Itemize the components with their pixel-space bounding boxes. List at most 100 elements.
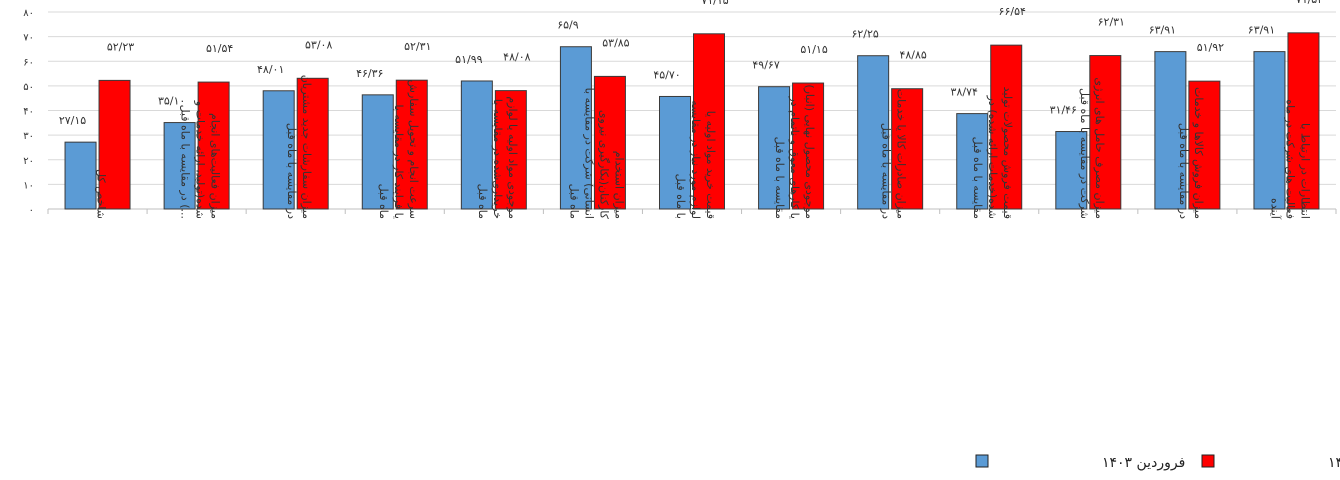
y-tick-label: ۵۰ <box>23 82 34 93</box>
bar-series1 <box>956 113 989 210</box>
data-label: ۶۵/۹ <box>557 19 579 32</box>
category-label: قیمت خرید مواد اولیه یا <box>704 111 717 219</box>
category-label: میزان مصرف حامل های انرژی <box>1093 77 1106 219</box>
category-label: مقایسه با ماه قبل <box>971 137 984 220</box>
bar-series1 <box>1154 51 1187 210</box>
y-tick-label: ۴۰ <box>23 107 34 118</box>
legend-swatch <box>975 454 989 468</box>
bar-series1 <box>64 141 97 210</box>
y-tick-label: ۸۰ <box>23 8 34 19</box>
y-tick-label: ۲۰ <box>23 156 34 167</box>
category-label: شرکت در مقایسه با ماه قبل <box>1078 88 1091 219</box>
data-label: ۴۹/۶۷ <box>752 59 779 72</box>
category-label: فعالیت های شرکت در ماه <box>1283 99 1296 219</box>
bar-series2 <box>395 79 428 210</box>
category-label: میزان استخدام <box>612 151 625 219</box>
data-label: ۶۳/۹۱ <box>1149 24 1176 37</box>
category-label: لوازم مورد نیاز در مقایسه <box>689 100 702 219</box>
data-label: ۴۵/۷۰ <box>653 68 680 81</box>
data-label: ۴۸/۰۸ <box>503 51 530 64</box>
bar-series1 <box>559 46 592 210</box>
category-label: میزان فعالیت‌های انجام <box>209 113 222 219</box>
bar-series2 <box>792 82 825 210</box>
bar-series2 <box>593 75 626 210</box>
bar-series2 <box>693 33 725 210</box>
category-label: میزان سفارشات جدید مشتریان <box>300 75 313 219</box>
y-tick-label: ۶۰ <box>23 57 34 68</box>
bar-series2 <box>494 90 527 210</box>
legend-label: فروردین ۱۴۰۳ <box>1102 455 1185 471</box>
category-label: یا فرایند کار در مقایسه با <box>392 104 405 219</box>
data-label: ۴۶/۳۶ <box>356 67 383 80</box>
category-label: خریداری‌شده در مقایسه با <box>491 99 504 219</box>
data-label: ۷۱/۵۴ <box>1296 0 1323 6</box>
category-label: موجودی محصول نهایی (انبار) <box>803 84 816 219</box>
category-label: ماه قبل <box>476 184 489 220</box>
category-label: در مقایسه با ماه قبل <box>285 123 298 219</box>
bar-series1 <box>163 122 196 210</box>
category-label: آینده <box>1268 198 1282 220</box>
y-tick-label: ۷۰ <box>23 33 34 44</box>
bar-series1 <box>1253 51 1286 210</box>
y-tick-label: ۱۰ <box>23 180 34 191</box>
category-label: ماه قبل <box>567 184 580 220</box>
bar-series2 <box>98 79 131 210</box>
bar-series2 <box>197 81 230 210</box>
data-label: ۵۱/۹۹ <box>455 53 482 66</box>
bar-series1 <box>857 55 890 210</box>
data-label: ۳۵/۱۰ <box>158 95 185 108</box>
bar-series2 <box>1089 55 1122 210</box>
data-label: ۴۸/۰۱ <box>257 63 284 76</box>
bar-series1 <box>1055 131 1088 210</box>
category-label: کارکنان(بکارگیری نیروی <box>597 110 610 220</box>
data-label: ۵۱/۹۲ <box>1197 41 1224 54</box>
data-label: ۳۱/۴۶ <box>1050 104 1077 117</box>
data-label: ۵۱/۵۴ <box>206 42 233 55</box>
bar-series1 <box>361 94 394 210</box>
data-label: ۵۲/۲۳ <box>107 40 134 53</box>
data-label: ۶۳/۹۱ <box>1248 24 1275 37</box>
category-label: با ماه قبل <box>674 174 687 219</box>
category-label: شده(تولید، ارائه خدمات و <box>194 100 207 219</box>
bar-series2 <box>990 44 1023 210</box>
data-label: ۳۸/۷۴ <box>951 86 978 99</box>
category-label: موجودی مواد اولیه یا لوازم <box>506 96 519 219</box>
y-tick-label: ۳۰ <box>23 131 34 142</box>
category-label: میزان صادرات کالا یا خدمات <box>895 89 908 219</box>
category-label: انسانی) شرکت در مقایسه با <box>582 88 595 219</box>
y-tick-label: ۰ <box>29 205 34 216</box>
category-label: ...) در مقایسه با ماه قبل <box>179 105 192 219</box>
data-label: ۵۱/۱۵ <box>800 43 827 56</box>
data-label: ۵۳/۸۵ <box>602 36 629 49</box>
category-label: میزان فروش کالاها و خدمات <box>1192 87 1205 219</box>
category-label: یا کارهای معوق و ناتمام در <box>788 96 801 220</box>
data-label: ۵۳/۰۸ <box>305 38 332 51</box>
category-label: مقایسه با ماه قبل <box>773 137 786 220</box>
legend-label: اردیبهشت ۱۴۰۳ <box>1328 455 1340 471</box>
bar-series1 <box>659 95 691 210</box>
bar-series1 <box>460 80 493 210</box>
data-label: ۲۷/۱۵ <box>59 114 86 127</box>
category-label: ماه قبل <box>377 184 390 220</box>
category-label: در مقایسه با ماه قبل <box>1177 123 1190 219</box>
bar-series2 <box>296 77 329 210</box>
bar-series1 <box>262 90 295 210</box>
category-label: سرعت انجام و تحویل سفارش <box>407 80 420 219</box>
category-label: انتظارات در ارتباط با <box>1298 123 1311 219</box>
bar-series2 <box>1188 80 1221 210</box>
bar-series1 <box>758 86 791 210</box>
data-label: ۶۲/۲۵ <box>851 28 878 41</box>
data-label: ۵۲/۳۱ <box>404 40 431 53</box>
legend-swatch <box>1201 454 1215 468</box>
data-label: ۴۸/۸۵ <box>899 49 926 62</box>
category-label: در مقایسه با ماه قبل <box>880 123 893 219</box>
category-label: شده(خدمات ارائه شده) در <box>986 95 999 219</box>
bar-series2 <box>1287 32 1320 210</box>
data-label: ۷۱/۱۵ <box>701 0 728 7</box>
data-label: ۶۲/۳۱ <box>1098 16 1125 29</box>
category-label: شاخص کل <box>95 169 108 219</box>
data-label: ۶۶/۵۴ <box>999 5 1026 18</box>
bar-series2 <box>891 88 924 210</box>
